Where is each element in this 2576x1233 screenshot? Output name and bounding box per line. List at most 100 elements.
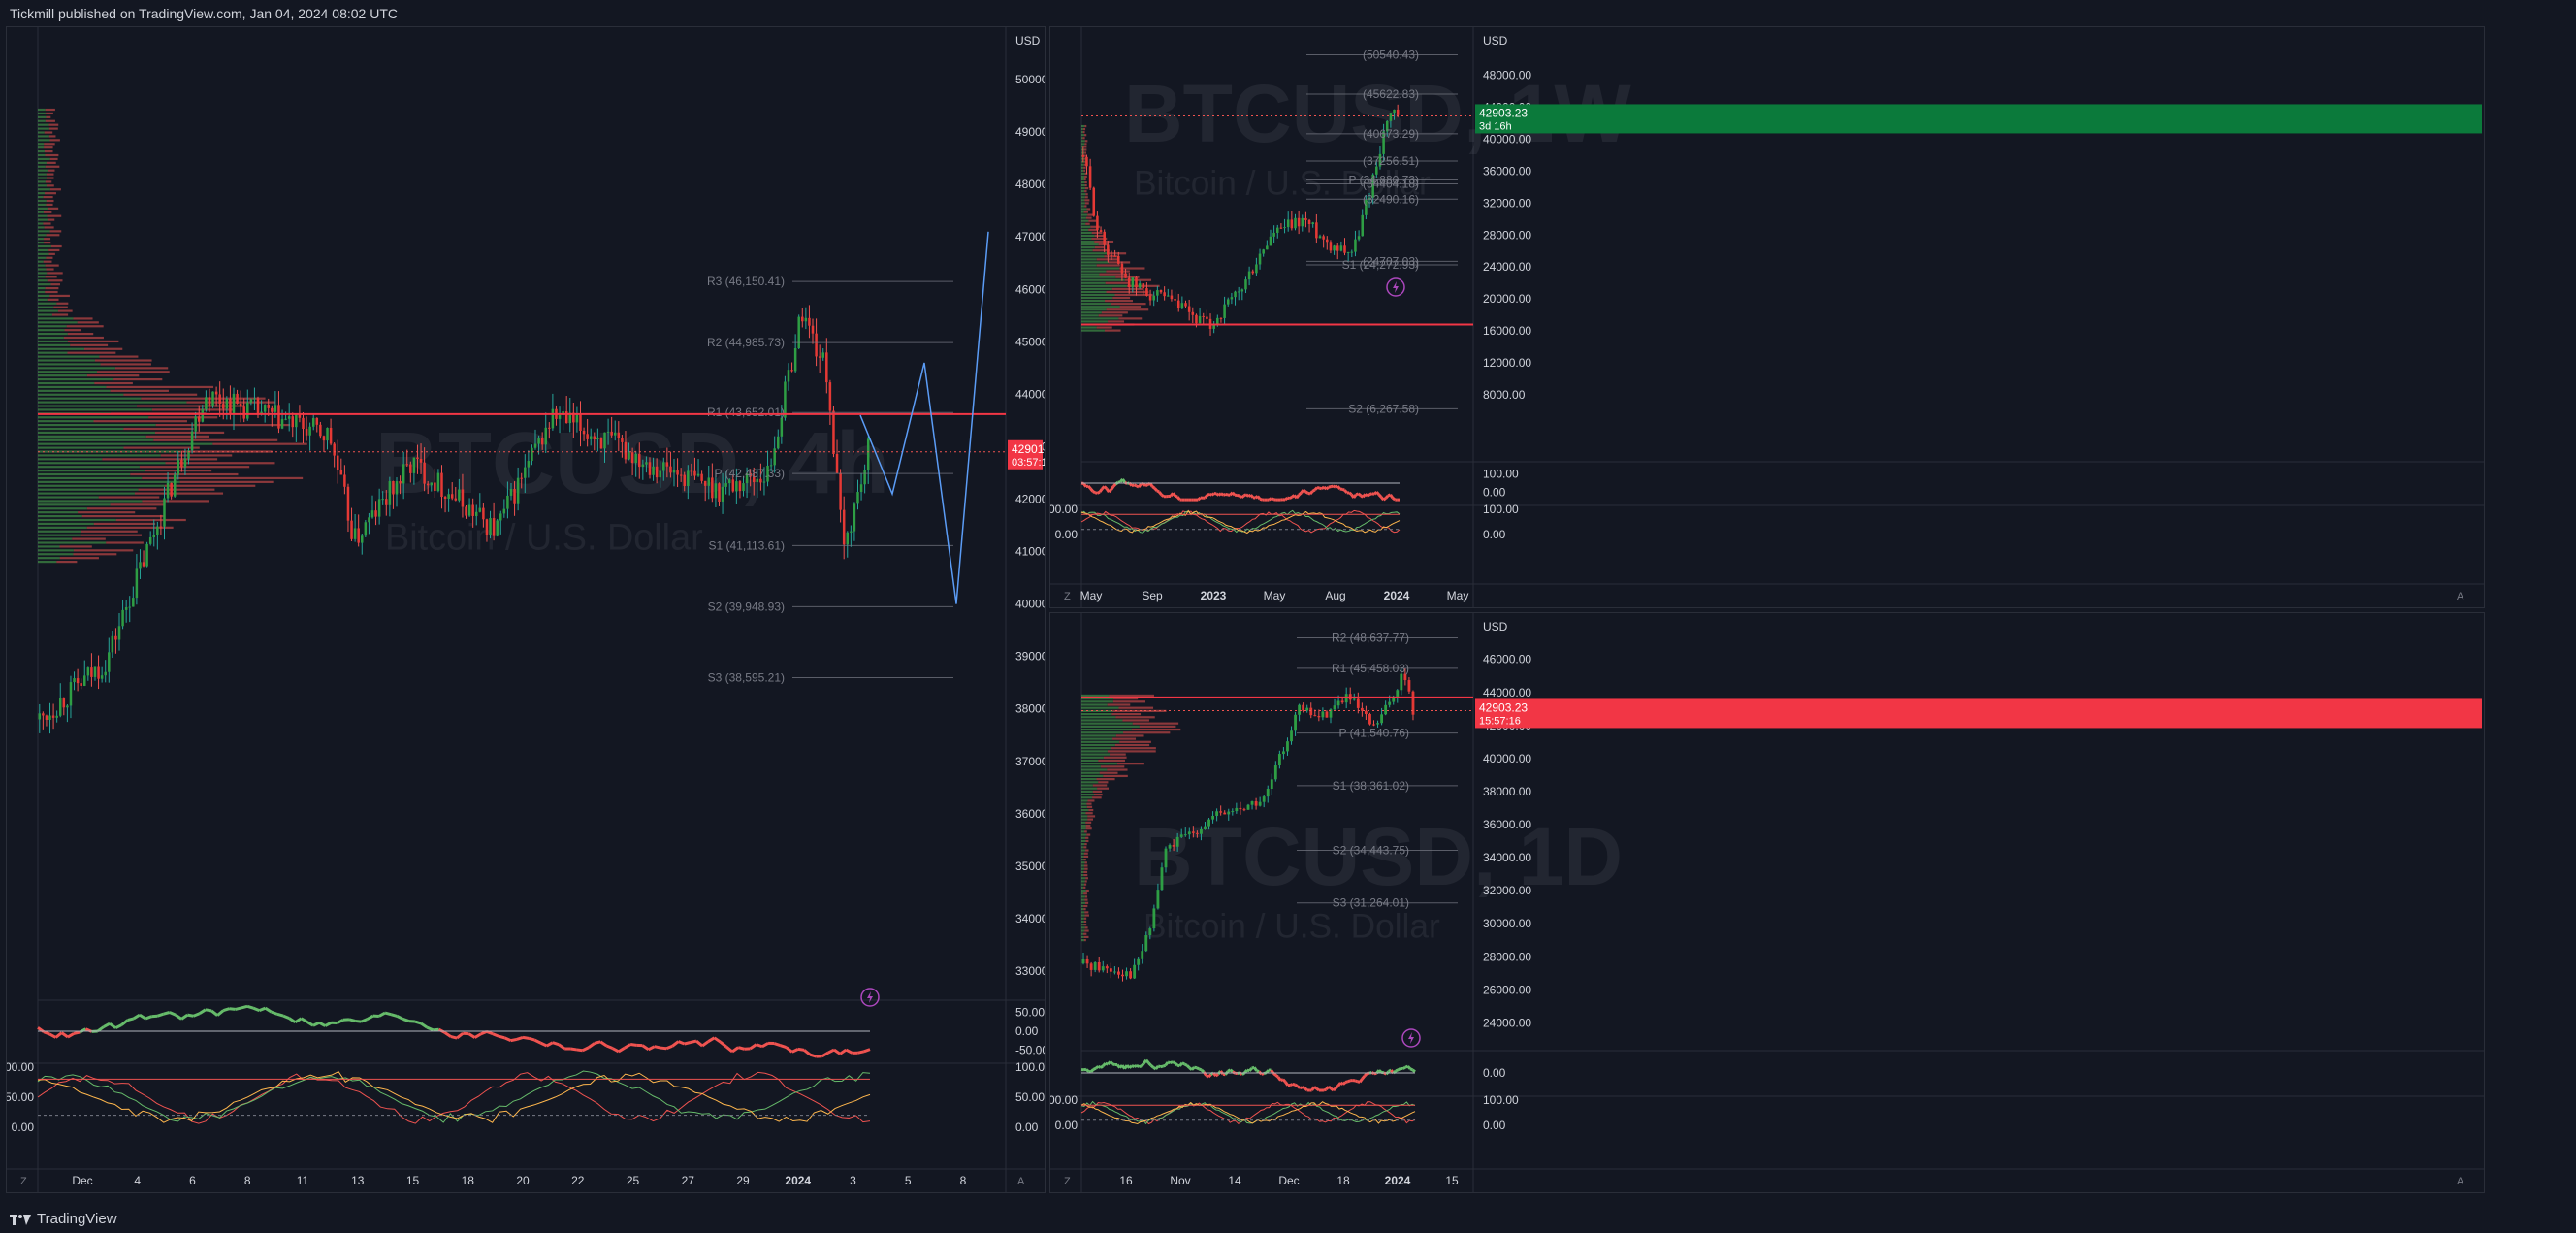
chart-1w[interactable]: USD 8000.00 12000.00 16000.00 20000.00 24000.… bbox=[1042, 27, 2484, 607]
candle-body bbox=[45, 715, 48, 720]
volume-profile-bar bbox=[45, 108, 55, 112]
volume-profile-bar bbox=[1115, 716, 1155, 719]
y-tick-label: 40000.00 bbox=[1483, 752, 1531, 765]
volume-profile-bar bbox=[1094, 234, 1105, 238]
momentum-line bbox=[1281, 1078, 1287, 1084]
volume-profile-bar bbox=[38, 276, 46, 278]
momentum-line bbox=[803, 1049, 812, 1056]
volume-profile-bar bbox=[38, 309, 58, 312]
volume-profile-bar bbox=[1081, 329, 1105, 332]
y-tick-label: 24000.00 bbox=[1483, 260, 1531, 274]
momentum-line bbox=[857, 1050, 865, 1055]
candle-body bbox=[423, 462, 426, 484]
volume-profile-bar bbox=[1083, 852, 1088, 855]
candle-body bbox=[1258, 801, 1262, 806]
momentum-line bbox=[276, 1012, 284, 1018]
momentum-line bbox=[1341, 487, 1345, 492]
momentum-line bbox=[492, 1032, 499, 1038]
volume-profile-bar bbox=[38, 222, 44, 225]
momentum-line bbox=[1149, 1064, 1155, 1069]
momentum-line bbox=[1128, 1064, 1133, 1069]
y-tick-label: 28000.00 bbox=[1483, 228, 1531, 242]
candle-body bbox=[718, 483, 721, 502]
volume-profile-bar bbox=[1111, 287, 1143, 290]
volume-profile-bar bbox=[1083, 939, 1086, 942]
candle-body bbox=[1170, 295, 1174, 300]
volume-profile-bar bbox=[1081, 172, 1085, 175]
volume-profile-bar bbox=[1092, 249, 1110, 252]
momentum-line bbox=[1364, 493, 1368, 498]
candle-body bbox=[280, 419, 284, 429]
osc-tick-label: 50.00 bbox=[1015, 1006, 1045, 1020]
volume-profile-bar bbox=[1083, 169, 1086, 172]
volume-profile-bar bbox=[38, 472, 131, 476]
volume-profile-bar bbox=[38, 260, 44, 263]
momentum-line bbox=[73, 1030, 80, 1035]
momentum-line bbox=[522, 1035, 530, 1040]
momentum-line bbox=[288, 1017, 297, 1024]
momentum-line bbox=[336, 1018, 344, 1024]
chart-1d[interactable]: USD 24000.00 26000.00 28000.00 30000.00 32000… bbox=[1042, 613, 2484, 1192]
candle-body bbox=[1262, 249, 1265, 254]
volume-profile-bar bbox=[1081, 237, 1092, 241]
candle-body bbox=[346, 486, 350, 521]
momentum-line bbox=[169, 1011, 177, 1017]
y-tick-label: 33000.00 bbox=[1015, 964, 1045, 978]
candle-body bbox=[1081, 154, 1085, 157]
candle-body bbox=[1329, 242, 1333, 251]
momentum-line bbox=[1154, 1064, 1160, 1070]
volume-profile-bar bbox=[1105, 299, 1133, 303]
volume-profile-bar bbox=[134, 492, 224, 495]
momentum-line bbox=[707, 1036, 716, 1043]
candle-body bbox=[1378, 153, 1382, 167]
volume-profile-bar bbox=[1083, 917, 1087, 920]
candle-body bbox=[492, 518, 496, 536]
candle-body bbox=[319, 424, 322, 437]
volume-profile-bar bbox=[1081, 163, 1084, 166]
chart-4h[interactable]: USD 33000.00 34000.00 35000.00 36000.00 37000… bbox=[0, 27, 1064, 1192]
momentum-line bbox=[617, 1046, 626, 1054]
axis-letter-right: A bbox=[2457, 591, 2464, 602]
momentum-line bbox=[1335, 484, 1338, 489]
candle-body bbox=[502, 508, 506, 514]
candle-body bbox=[1375, 166, 1378, 175]
candle-body bbox=[246, 402, 249, 419]
last-price-value: 42901.61 bbox=[1012, 442, 1045, 456]
volume-profile-bar bbox=[48, 207, 59, 210]
momentum-line bbox=[1397, 1067, 1401, 1072]
chart-panel-1w[interactable]: USD 8000.00 12000.00 16000.00 20000.00 24000.… bbox=[1042, 26, 2485, 608]
momentum-line bbox=[1208, 492, 1213, 497]
candle-body bbox=[825, 352, 828, 383]
candle-body bbox=[1160, 867, 1164, 891]
y-tick-label: 50000.00 bbox=[1015, 73, 1045, 86]
candle-body bbox=[818, 356, 821, 358]
pivot-label: S3 (38,595.21) bbox=[708, 671, 785, 685]
volume-profile-bar bbox=[38, 450, 181, 453]
volume-profile-bar bbox=[1085, 824, 1091, 827]
candle-body bbox=[1152, 908, 1156, 929]
candle-body bbox=[804, 317, 808, 322]
volume-profile-bar bbox=[38, 313, 52, 316]
volume-profile-bar bbox=[1084, 143, 1087, 146]
momentum-line bbox=[684, 1041, 692, 1046]
chart-panel-4h[interactable]: USD 33000.00 34000.00 35000.00 36000.00 37000… bbox=[0, 26, 1064, 1193]
candle-body bbox=[58, 698, 62, 716]
volume-profile-bar bbox=[1081, 763, 1117, 765]
momentum-line bbox=[1237, 493, 1240, 498]
candle-body bbox=[659, 470, 661, 478]
volume-profile-bar bbox=[1081, 137, 1083, 140]
chart-panel-1d[interactable]: USD 24000.00 26000.00 28000.00 30000.00 32000… bbox=[1042, 612, 2485, 1193]
momentum-line bbox=[1404, 1064, 1409, 1069]
volume-profile-bar bbox=[165, 462, 275, 465]
volume-profile-bar bbox=[1096, 778, 1115, 781]
volume-profile-bar bbox=[1084, 196, 1088, 199]
momentum-line bbox=[1111, 1062, 1116, 1066]
candle-body bbox=[652, 466, 655, 475]
volume-profile-bar bbox=[1112, 737, 1137, 740]
candle-body bbox=[1315, 222, 1318, 239]
volume-profile-bar bbox=[1094, 246, 1105, 249]
volume-profile-bar bbox=[1124, 278, 1152, 281]
volume-profile-bar bbox=[44, 150, 53, 153]
volume-profile-bar bbox=[1113, 698, 1139, 700]
candle-body bbox=[173, 474, 177, 497]
